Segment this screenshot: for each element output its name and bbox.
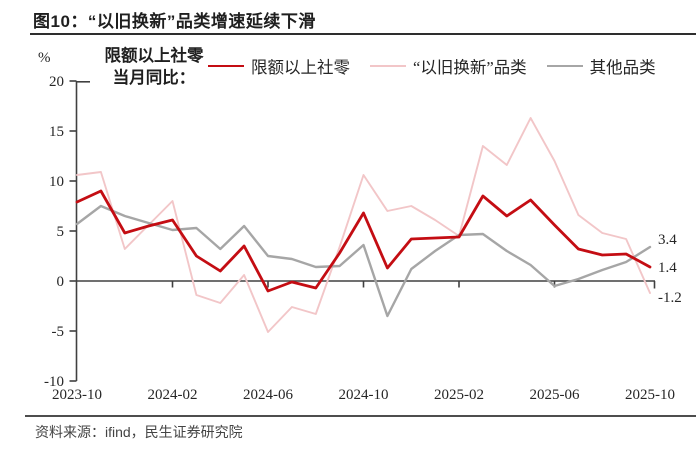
legend-item-label: 限额以上社零 (251, 58, 350, 77)
legend-header: 限额以上社零 当月同比： (84, 45, 224, 89)
legend-item-label: “以旧换新”品类 (413, 58, 527, 77)
x-axis: 2023-10 2024-02 2024-06 2024-10 2025-02 2025-… (52, 280, 675, 403)
y-axis-label: 0 (57, 274, 65, 290)
legend-header-line1: 限额以上社零 (104, 46, 204, 65)
y-axis-label: 5 (57, 224, 65, 240)
end-label-other-categories: 3.4 (658, 232, 677, 248)
y-axis: 20 15 10 5 0 -5 -10 (44, 74, 90, 390)
x-axis-label: 2024-10 (339, 387, 389, 403)
x-axis-label: 2025-06 (530, 387, 580, 403)
y-axis-label: 15 (49, 124, 64, 140)
y-axis-label: 10 (49, 174, 64, 190)
series-line-total-retail (75, 189, 652, 293)
source-text: 资料来源：ifind，民生证券研究院 (35, 424, 243, 440)
end-label-total-retail: 1.4 (658, 260, 677, 276)
legend: 限额以上社零 “以旧换新”品类 其他品类 (208, 53, 676, 79)
legend-item-other-categories: 其他品类 (546, 54, 656, 78)
y-axis-label: -5 (52, 324, 65, 340)
source-divider (25, 415, 696, 417)
legend-item-trade-in-categories: “以旧换新”品类 (370, 54, 527, 78)
legend-line-swatch-icon (370, 64, 406, 68)
series-line-other-categories (75, 204, 652, 318)
title-underline (30, 33, 696, 36)
x-axis-label: 2025-10 (625, 387, 675, 403)
x-axis-label: 2024-02 (148, 387, 198, 403)
x-axis-label: 2024-06 (243, 387, 293, 403)
legend-header-line2: 当月同比： (112, 68, 196, 87)
legend-line-swatch-icon (546, 64, 583, 68)
y-axis-label: -10 (44, 374, 64, 390)
series-line-trade-in-categories (76, 117, 651, 333)
legend-line-swatch-icon (208, 64, 244, 68)
x-axis-label: 2025-02 (434, 387, 484, 403)
legend-item-total-retail: 限额以上社零 (208, 54, 350, 78)
y-axis-unit-label: % (38, 50, 51, 66)
legend-item-label: 其他品类 (589, 58, 656, 77)
end-label-trade-in-categories: -1.2 (658, 290, 682, 306)
figure-title: 图10：“以旧换新”品类增速延续下滑 (33, 12, 316, 31)
x-axis-label: 2023-10 (52, 387, 102, 403)
y-axis-label: 20 (49, 74, 64, 90)
